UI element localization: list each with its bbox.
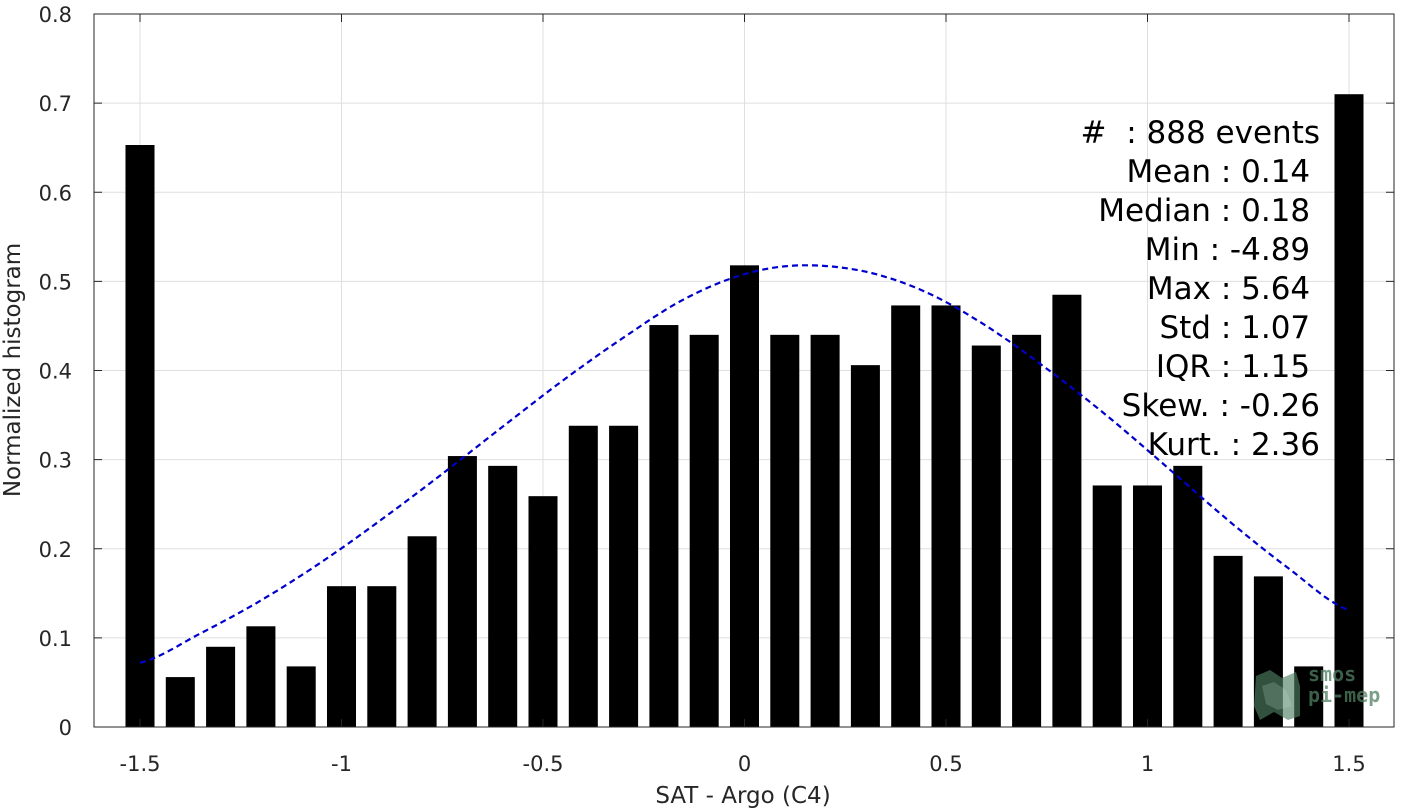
histogram-bar: [367, 586, 397, 727]
histogram-bar: [246, 626, 276, 727]
histogram-bar: [326, 586, 357, 727]
histogram-bar: [649, 325, 679, 727]
histogram-bar: [891, 305, 921, 727]
histogram-bar: [407, 536, 437, 727]
logo-line-2: pi-mep: [1308, 683, 1381, 707]
logo-line-1: smos: [1308, 662, 1357, 686]
histogram-bar: [729, 265, 760, 727]
logo-mark-icon: [1254, 670, 1300, 720]
histogram-bar: [488, 465, 518, 727]
stat-max: Max : 5.64: [1146, 271, 1320, 307]
logo-text: smos pi-mep: [1308, 664, 1380, 706]
histogram-bar: [1334, 94, 1364, 727]
stat-mean: Mean : 0.14: [1126, 154, 1320, 190]
stat-min: Min : -4.89: [1144, 232, 1320, 268]
stat-kurt: Kurt. : 2.36: [1147, 427, 1320, 463]
histogram-bar: [1132, 485, 1163, 727]
y-tick-label: 0.2: [39, 538, 72, 562]
fit-curve: [139, 264, 1350, 664]
x-tick-label: 1.5: [1332, 752, 1365, 776]
histogram-bar: [286, 666, 316, 727]
y-tick-labels: 0 0.1 0.2 0.3 0.4 0.5 0.6 0.7 0.8: [39, 3, 72, 740]
x-tick-label: -1: [331, 752, 352, 776]
x-tick-label: 1: [1141, 752, 1154, 776]
histogram-bar: [850, 365, 880, 727]
y-tick-label: 0.8: [39, 3, 72, 27]
y-axis-label: Normalized histogram: [0, 243, 26, 497]
axes: [93, 13, 1395, 728]
histogram-bar: [1012, 334, 1042, 727]
stat-median: Median : 0.18: [1098, 193, 1320, 229]
histogram-bar: [931, 305, 961, 727]
y-tick-label: 0.4: [39, 360, 72, 384]
x-tick-label: -0.5: [523, 752, 564, 776]
y-tick-label: 0.5: [39, 270, 72, 294]
x-tick-label: 0: [738, 752, 751, 776]
stat-skew: Skew. : -0.26: [1121, 388, 1320, 424]
histogram-bar: [125, 145, 155, 728]
histogram-bar: [609, 425, 639, 727]
y-tick-label: 0.1: [39, 627, 72, 651]
x-tick-labels: -1.5 -1 -0.5 0 0.5 1 1.5: [120, 752, 1366, 776]
x-tick-label: 0.5: [929, 752, 962, 776]
histogram-bar: [206, 646, 236, 727]
x-axis-label: SAT - Argo (C4): [655, 783, 830, 809]
stat-events: # : 888 events: [1080, 115, 1320, 151]
y-tick-label: 0.3: [39, 449, 72, 473]
histogram-bar: [1213, 555, 1243, 727]
stat-std: Std : 1.07: [1159, 310, 1320, 346]
histogram-bar: [165, 677, 195, 727]
y-tick-label: 0: [59, 716, 72, 740]
stat-iqr: IQR : 1.15: [1155, 349, 1320, 385]
statistics-box: # : 888 events Mean : 0.14 Median : 0.18…: [1000, 114, 1320, 465]
histogram-bar: [770, 334, 800, 727]
histogram-bar: [1092, 485, 1122, 727]
histogram-bar: [568, 425, 598, 727]
histogram-bar: [1173, 465, 1203, 727]
smos-pimep-logo: smos pi-mep: [1252, 664, 1402, 724]
histogram-bar: [447, 456, 477, 727]
y-tick-label: 0.7: [39, 92, 72, 116]
histogram-bar: [971, 345, 1001, 727]
histogram-bar: [1052, 294, 1082, 727]
histogram-bar: [810, 334, 840, 727]
histogram-bar: [689, 334, 719, 727]
histogram-bar: [528, 496, 558, 727]
x-tick-label: -1.5: [120, 752, 161, 776]
histogram-bars: [125, 94, 1364, 728]
y-tick-label: 0.6: [39, 181, 72, 205]
